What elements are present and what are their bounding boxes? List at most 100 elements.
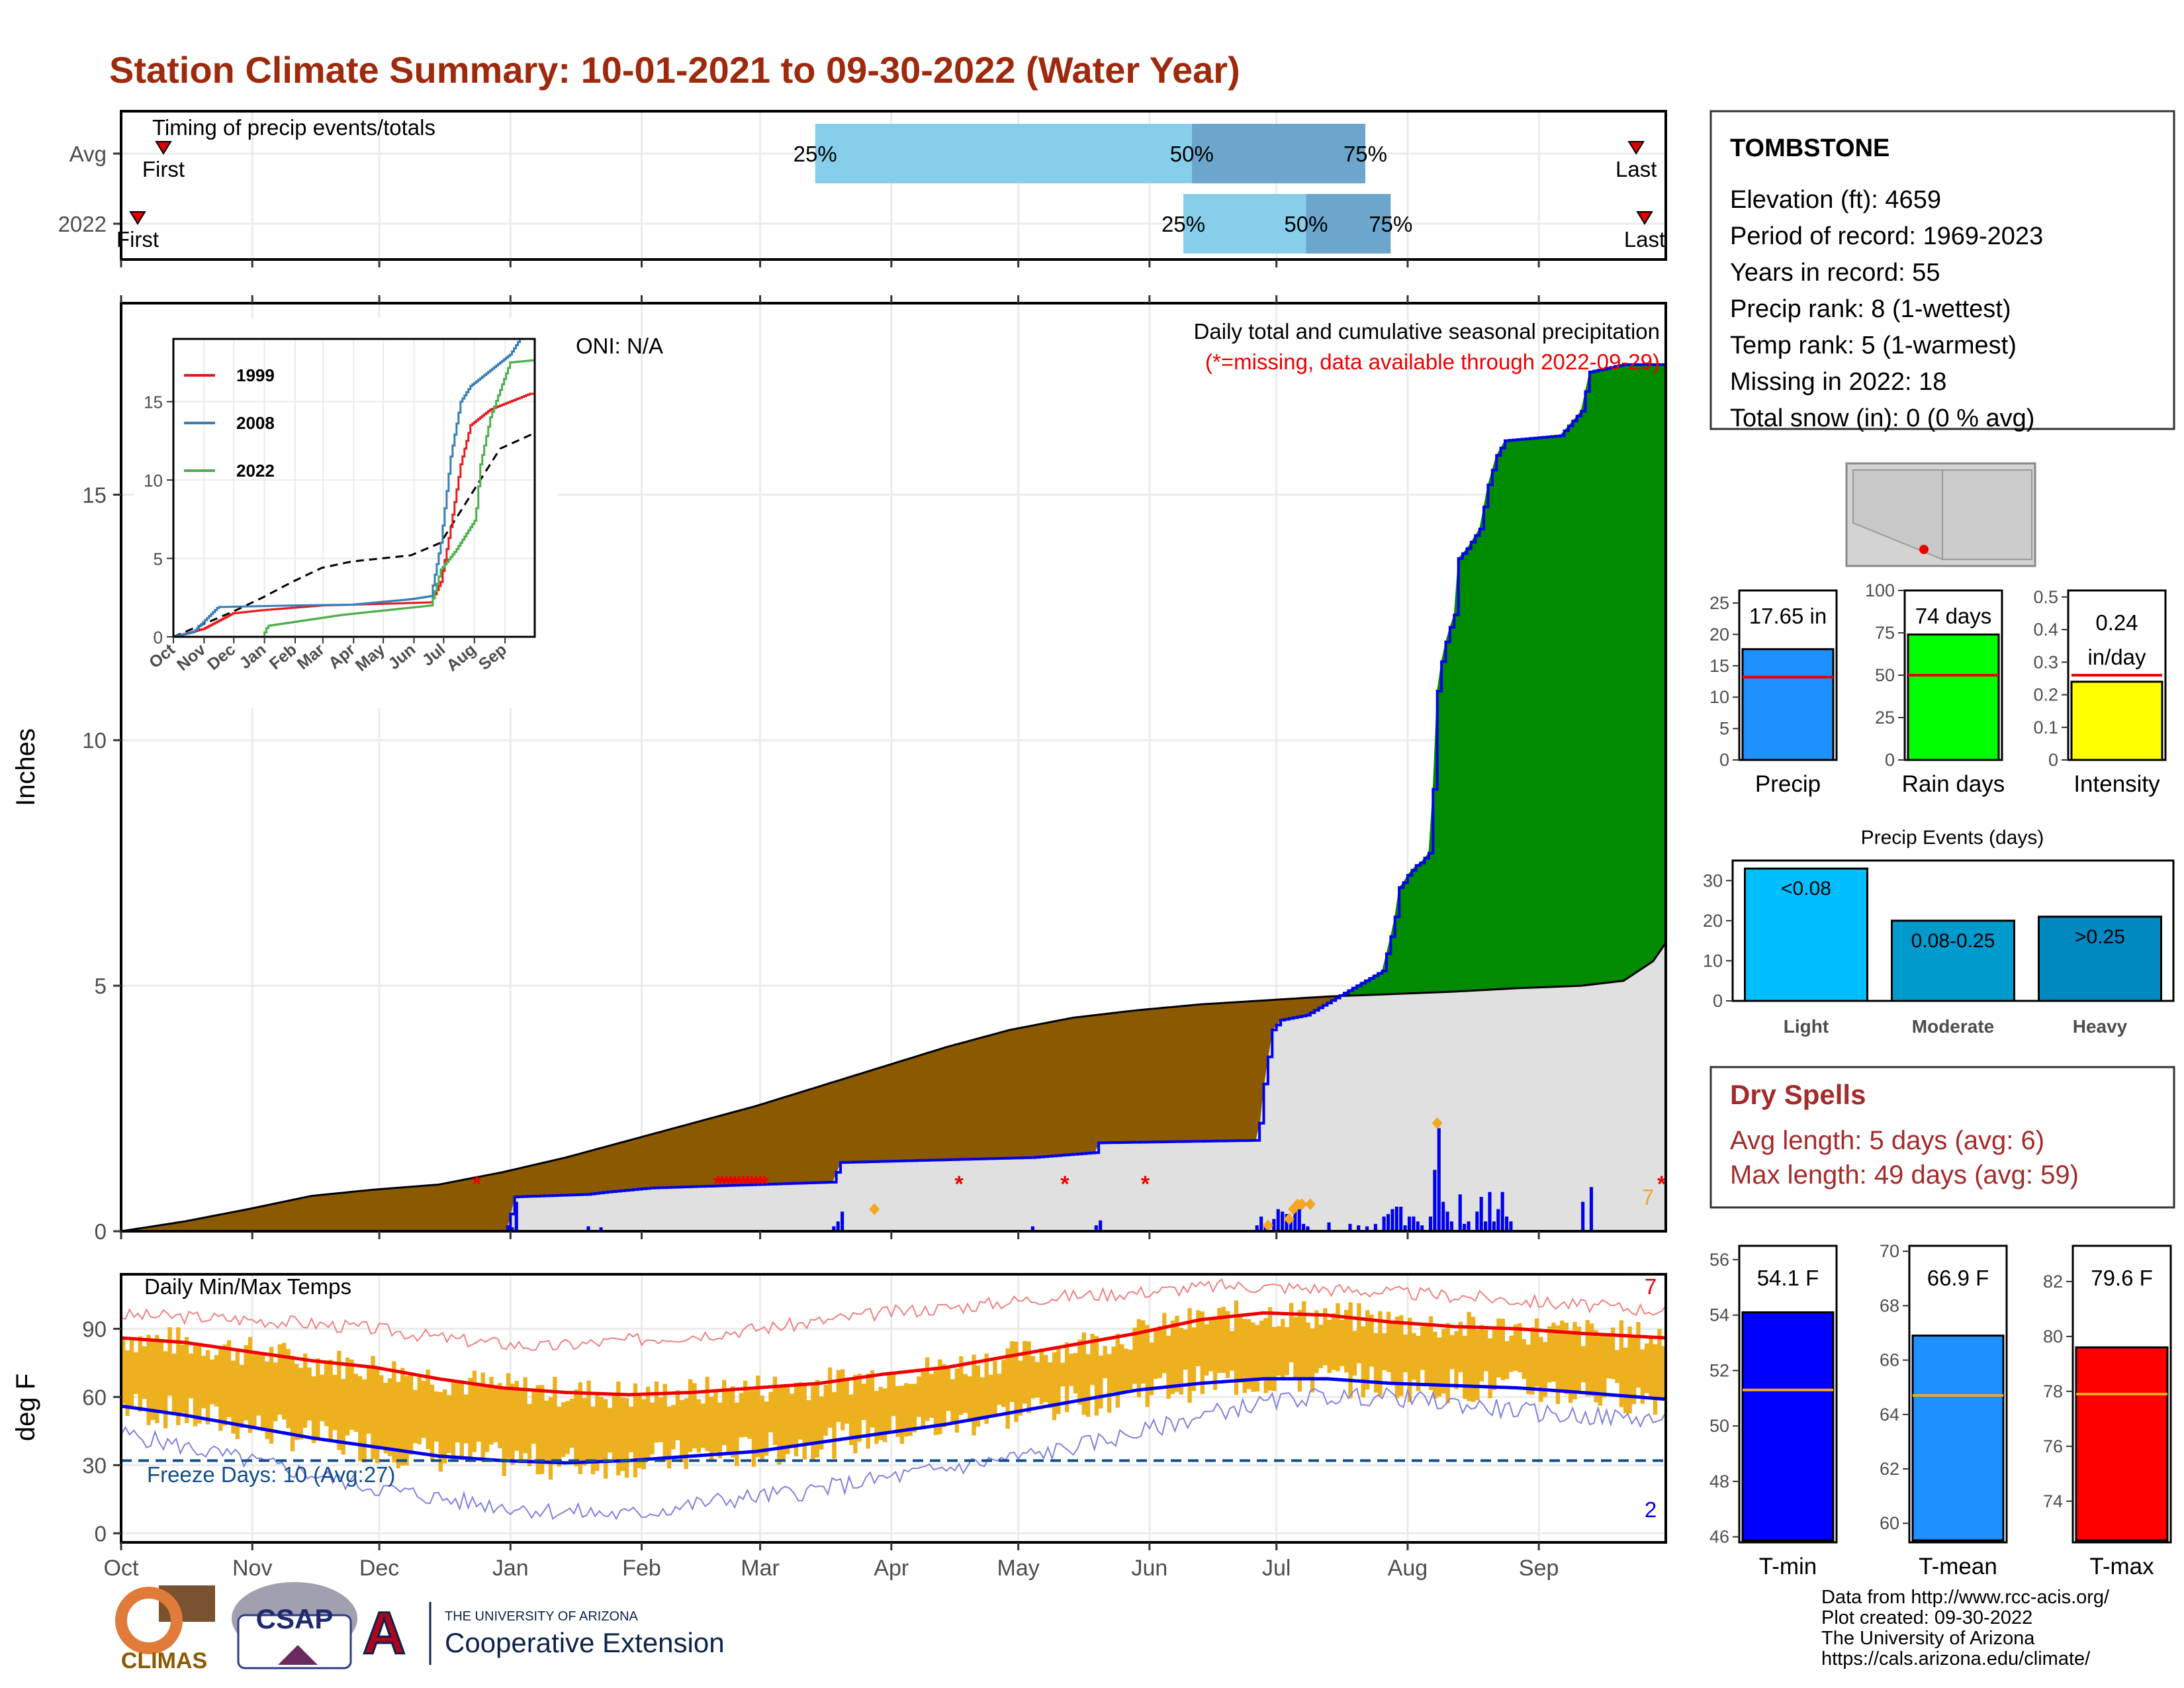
daily-precip-bar [1416, 1221, 1420, 1231]
mini-bar [1907, 633, 2000, 761]
record-precip-marker [1262, 1219, 1273, 1232]
mini-bar-value-label: 74 days [1915, 604, 1992, 628]
missing-day-marker: * [735, 1172, 744, 1197]
record-max-count: 7 [1645, 1274, 1657, 1299]
csap-logo-text: CSAP [256, 1603, 334, 1634]
daily-precip-bar [1463, 1223, 1467, 1231]
daily-precip-bar [1272, 1219, 1276, 1231]
temp-bar-y-tick-label: 60 [1880, 1513, 1899, 1533]
mini-bar [1741, 648, 1835, 761]
event-bar [1891, 919, 2015, 1002]
precip-y-tick-label: 5 [95, 974, 107, 998]
footer-line: Data from http://www.rcc-acis.org/ [1821, 1587, 2110, 1608]
first-event-label: First [116, 227, 159, 252]
temp-bar-y-tick-label: 66 [1880, 1350, 1899, 1370]
daily-precip-bar [1390, 1209, 1394, 1231]
temp-bar-name: T-mean [1919, 1554, 1997, 1579]
dry-spells-title: Dry Spells [1730, 1079, 1866, 1110]
inset-series-line [173, 338, 534, 638]
dry-spells-max-line: Max length: 49 days (avg: 59) [1730, 1160, 2079, 1190]
temp-y-axis-title: deg F [11, 1374, 40, 1441]
ua-logo-letter: A [363, 1601, 406, 1667]
daily-precip-bar [1500, 1192, 1504, 1231]
month-tick-label: Nov [232, 1556, 272, 1581]
event-bar [1744, 867, 1868, 1002]
event-bar-label: <0.08 [1781, 878, 1831, 900]
temperature-panel: Daily Min/Max Temps Freeze Days: 10 (Avg:… [11, 1273, 1667, 1581]
temp-bar-y-tick-label: 80 [2043, 1327, 2063, 1346]
first-event-label: First [142, 157, 185, 181]
events-y-tick-label: 30 [1703, 870, 1723, 890]
mini-y-tick-label: 0.2 [2033, 685, 2058, 705]
inset-y-tick-label: 0 [154, 628, 163, 647]
events-y-tick-label: 0 [1713, 991, 1723, 1011]
timing-bar-25-50 [815, 124, 1192, 183]
daily-precip-bar [1445, 1211, 1449, 1231]
daily-precip-bar [1407, 1216, 1412, 1231]
station-info-line: Period of record: 1969-2023 [1730, 222, 2043, 250]
temp-summary-bar [1911, 1335, 2005, 1542]
mini-y-tick-label: 0 [2048, 750, 2058, 770]
temp-y-tick-label: 60 [82, 1385, 107, 1409]
month-tick-label: Mar [741, 1556, 780, 1581]
mini-y-tick-label: 0.1 [2033, 718, 2058, 737]
temp-bar-y-tick-label: 76 [2043, 1436, 2063, 1456]
daily-precip-bar [1099, 1220, 1103, 1231]
record-min-line [120, 1387, 1666, 1521]
mini-y-tick-label: 75 [1875, 623, 1895, 643]
freeze-days-label: Freeze Days: 10 (Avg:27) [147, 1462, 395, 1487]
month-tick-label: Oct [104, 1556, 139, 1581]
record-count-label: 7 [1642, 1185, 1654, 1209]
temp-bar-name: T-min [1759, 1554, 1817, 1579]
daily-precip-bar [1428, 1216, 1433, 1231]
station-info-line: Years in record: 55 [1730, 259, 1940, 287]
climas-logo-ring [115, 1587, 183, 1654]
daily-precip-bar [1259, 1216, 1263, 1231]
station-location-dot [1919, 545, 1929, 554]
missing-day-marker: * [713, 1172, 723, 1197]
daily-precip-bar [1357, 1225, 1361, 1231]
last-event-label: Last [1615, 157, 1657, 181]
daily-precip-bar [1297, 1209, 1301, 1231]
dry-spells-avg-line: Avg length: 5 days (avg: 6) [1730, 1126, 2044, 1155]
temp-bar-y-tick-label: 74 [2043, 1491, 2063, 1511]
inset-legend-label: 1999 [236, 365, 275, 385]
temp-bar-y-tick-label: 68 [1880, 1295, 1899, 1315]
daily-temp-range-bars [121, 1300, 1666, 1480]
daily-precip-bar [599, 1227, 603, 1231]
station-info-line: Precip rank: 8 (1-wettest) [1730, 295, 2011, 323]
month-tick-label: Aug [1388, 1556, 1428, 1581]
timing-row-label: 2022 [58, 212, 107, 236]
temp-bar-y-tick-label: 78 [2043, 1382, 2063, 1401]
temp-summary-bar [1741, 1311, 1835, 1542]
temp-y-tick-label: 30 [82, 1453, 107, 1477]
daily-precip-bar [1475, 1211, 1479, 1231]
mini-bar-name: Precip [1755, 771, 1821, 797]
new-mexico-shape [1942, 469, 2032, 560]
daily-precip-bar [1581, 1201, 1585, 1231]
daily-precip-bar [1420, 1225, 1424, 1231]
station-info-line: Missing in 2022: 18 [1730, 368, 1946, 396]
daily-precip-bar [1094, 1225, 1098, 1231]
missing-day-marker: * [722, 1172, 731, 1197]
timing-title: Timing of precip events/totals [152, 115, 435, 140]
temp-bar-y-tick-label: 62 [1880, 1459, 1899, 1479]
event-bar-label: >0.25 [2075, 926, 2125, 948]
footer-line: Plot created: 09-30-2022 [1821, 1607, 2032, 1628]
daily-precip-bar [1437, 1128, 1441, 1231]
timing-bar-50-75 [1191, 124, 1365, 183]
missing-day-marker: * [747, 1172, 756, 1197]
record-precip-marker [1304, 1198, 1316, 1211]
record-precip-marker [1283, 1213, 1295, 1225]
daily-precip-bar [1412, 1216, 1416, 1231]
month-tick-label: Dec [359, 1556, 399, 1581]
mini-bar-value-label: 0.24 [2095, 610, 2138, 635]
daily-precip-bar [1306, 1226, 1310, 1231]
missing-day-marker: * [743, 1172, 752, 1197]
csap-logo-mountain [278, 1645, 318, 1665]
ua-logo-small-text: THE UNIVERSITY OF ARIZONA [445, 1609, 639, 1624]
mini-y-tick-label: 5 [1719, 719, 1729, 739]
event-category-label: Moderate [1912, 1016, 1994, 1037]
timing-q75-label: 75% [1369, 212, 1412, 236]
month-tick-label: May [997, 1556, 1040, 1581]
